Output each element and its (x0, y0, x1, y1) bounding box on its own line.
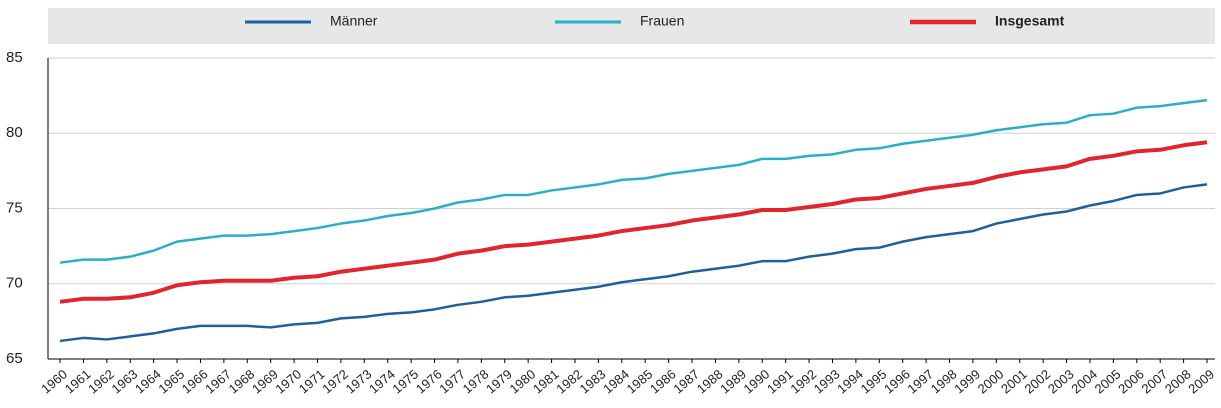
y-tick-label: 65 (6, 350, 23, 367)
legend-label: Frauen (640, 13, 684, 29)
legend-label: Insgesamt (995, 13, 1065, 29)
legend-label: Männer (330, 13, 378, 29)
legend-background (48, 8, 1215, 44)
line (59, 183, 1208, 343)
y-tick-label: 85 (6, 49, 23, 66)
y-tick-label: 70 (6, 275, 23, 292)
line (59, 140, 1208, 304)
y-tick-label: 80 (6, 124, 23, 141)
line (59, 98, 1208, 264)
y-tick-label: 75 (6, 199, 23, 216)
x-tick-label: 2009 (1185, 366, 1217, 396)
